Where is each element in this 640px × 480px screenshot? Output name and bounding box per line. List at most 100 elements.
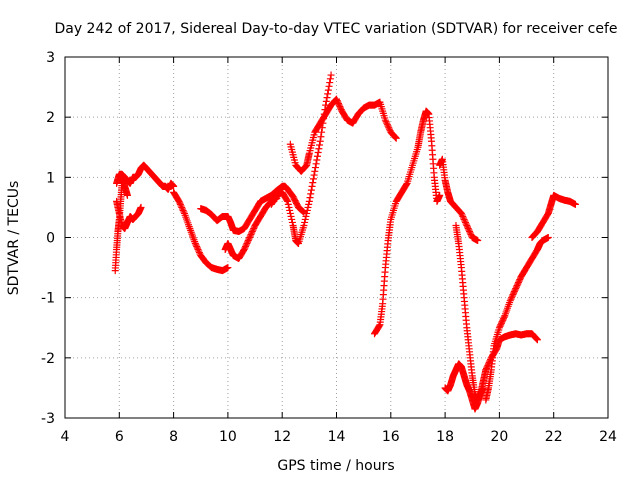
x-tick-label: 16 (382, 429, 400, 445)
data-point (533, 335, 541, 343)
series-trace-15 (528, 191, 579, 241)
data-point (382, 118, 390, 126)
data-point (515, 277, 523, 285)
series-trace-7 (267, 71, 335, 248)
data-point (193, 243, 201, 251)
data-point (284, 200, 292, 208)
data-point (302, 212, 310, 220)
data-point (283, 196, 291, 204)
data-point (244, 237, 252, 245)
data-point (510, 288, 518, 296)
series-trace-9 (371, 107, 444, 338)
data-point (244, 238, 252, 246)
data-points (111, 71, 579, 413)
data-point (306, 194, 314, 202)
data-point (497, 319, 505, 327)
data-point (385, 125, 393, 133)
data-point (322, 97, 330, 105)
data-point (375, 322, 383, 330)
data-point (248, 227, 256, 235)
data-point (514, 279, 522, 287)
series-trace-8 (286, 95, 400, 175)
data-point (385, 124, 393, 132)
data-point (284, 197, 292, 205)
data-point (509, 291, 517, 299)
data-point (195, 247, 203, 255)
data-point (301, 218, 309, 226)
data-point (324, 86, 332, 94)
data-point (463, 221, 471, 229)
data-point (243, 240, 251, 248)
y-tick-label: -1 (41, 291, 55, 307)
data-point (499, 315, 507, 323)
series-trace-2 (113, 161, 178, 193)
data-point (123, 191, 131, 199)
data-point (325, 82, 333, 90)
y-tick-label: 0 (46, 231, 55, 247)
data-point (436, 191, 444, 199)
data-point (402, 180, 410, 188)
data-point (508, 292, 516, 300)
data-point (483, 364, 491, 372)
data-point (458, 211, 466, 219)
data-point (303, 209, 311, 217)
y-axis-label: SDTVAR / TECUs (6, 181, 22, 296)
data-point (484, 361, 492, 369)
data-point (532, 334, 540, 342)
data-point (247, 230, 255, 238)
grid (65, 57, 608, 418)
series-trace-4 (170, 188, 232, 275)
data-point (499, 316, 507, 324)
data-point (512, 283, 520, 291)
x-tick-label: 20 (490, 429, 508, 445)
data-point (303, 206, 311, 214)
data-point (248, 229, 256, 237)
data-point (170, 182, 178, 190)
x-tick-label: 10 (219, 429, 237, 445)
data-point (511, 286, 519, 294)
data-point (288, 215, 296, 223)
series-trace-3 (113, 197, 145, 232)
data-point (392, 133, 400, 141)
data-point (506, 297, 514, 305)
data-point (304, 203, 312, 211)
data-point (466, 227, 474, 235)
data-point (308, 182, 316, 190)
data-point (301, 215, 309, 223)
data-point (323, 94, 331, 102)
data-point (461, 217, 469, 225)
data-point (314, 149, 322, 157)
data-point (309, 175, 317, 183)
data-point (392, 134, 400, 142)
data-point (334, 98, 342, 106)
series-trace-10 (436, 155, 482, 245)
data-point (224, 264, 232, 272)
x-tick-label: 24 (599, 429, 617, 445)
data-point (459, 214, 467, 222)
x-tick-label: 4 (61, 429, 70, 445)
y-tick-label: -3 (41, 411, 55, 427)
data-point (305, 197, 313, 205)
data-point (250, 224, 258, 232)
x-tick-label: 18 (436, 429, 454, 445)
data-point (286, 209, 294, 217)
x-tick-label: 14 (328, 429, 346, 445)
data-point (287, 212, 295, 220)
data-point (497, 321, 505, 329)
data-point (316, 137, 324, 145)
data-point (337, 104, 345, 112)
data-point (336, 103, 344, 111)
x-tick-label: 12 (273, 429, 291, 445)
data-point (381, 116, 389, 124)
x-tick-label: 8 (169, 429, 178, 445)
y-tick-label: 2 (46, 110, 55, 126)
series-trace-13 (482, 330, 541, 374)
data-point (246, 232, 254, 240)
data-point (240, 246, 248, 254)
data-point (516, 276, 524, 284)
data-point (571, 200, 579, 208)
data-point (384, 122, 392, 130)
series-trace-5 (197, 182, 308, 235)
data-point (507, 295, 515, 303)
